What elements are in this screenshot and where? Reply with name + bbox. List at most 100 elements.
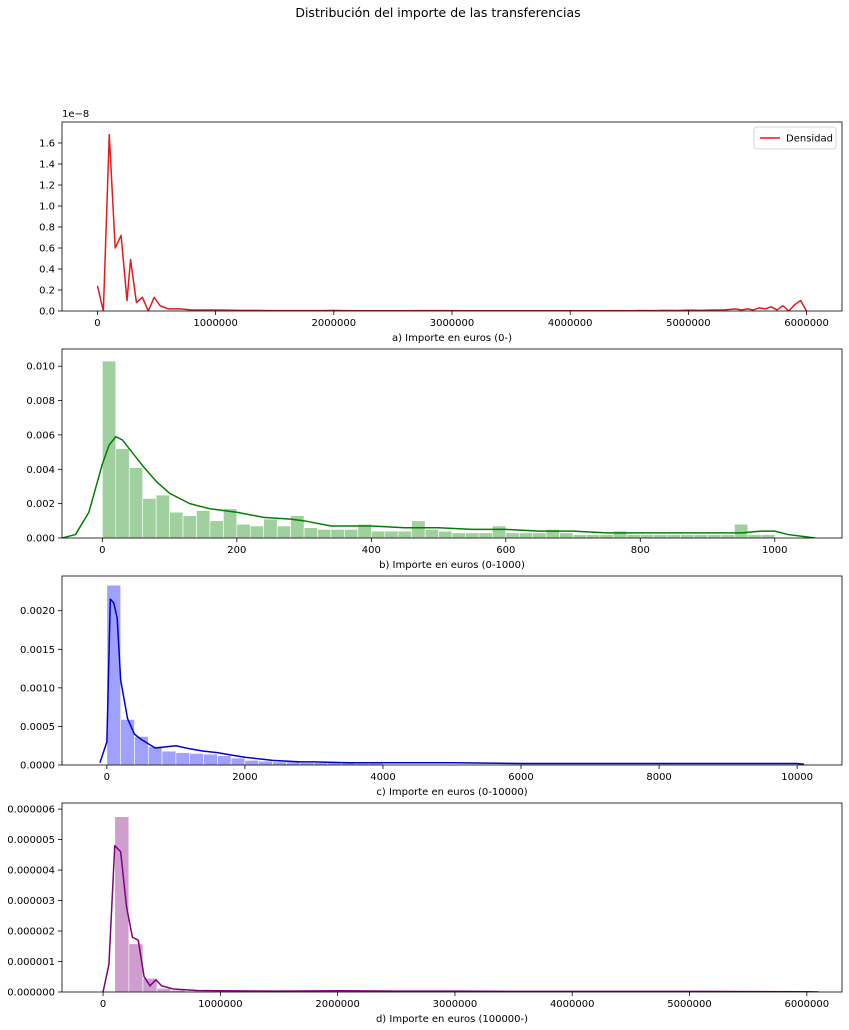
figure-title: Distribución del importe de las transfer… — [295, 5, 580, 20]
x-tick-label: 6000000 — [784, 318, 829, 329]
y-tick-label: 0.000001 — [7, 957, 55, 968]
x-tick-label: 200 — [227, 545, 246, 556]
x-tick-label: 2000000 — [315, 999, 360, 1010]
histogram-bar — [203, 753, 218, 765]
histogram-bar — [505, 532, 520, 538]
histogram-bar — [102, 360, 117, 538]
plot-area — [96, 133, 808, 311]
histogram-bar — [258, 760, 273, 765]
x-tick-label: 1000000 — [193, 318, 238, 329]
x-tick-label: 6000000 — [785, 999, 830, 1010]
histogram-bar — [747, 534, 762, 538]
y-tick-label: 0.0020 — [20, 606, 55, 617]
histogram-bar — [175, 752, 190, 765]
axes-frame — [61, 121, 843, 312]
histogram-bar — [217, 755, 232, 765]
histogram-bar — [384, 530, 399, 538]
histogram-bar — [397, 530, 412, 538]
x-tick-label: 5000000 — [667, 999, 712, 1010]
histogram-bar — [734, 523, 749, 538]
y-tick-label: 0.000004 — [7, 866, 55, 877]
histogram-bar — [236, 523, 251, 538]
x-tick-label: 0 — [100, 999, 106, 1010]
histogram-bar — [182, 515, 197, 538]
histogram-bar — [115, 448, 130, 538]
x-tick-label: 0 — [104, 772, 110, 783]
histogram-bar — [244, 760, 260, 765]
plot-area — [62, 360, 816, 538]
y-tick-label: 0.000005 — [7, 835, 55, 846]
histogram-bar — [169, 511, 184, 538]
chart-panel-4: 0 1000000 2000000 3000000 4000000 5000000 6000… — [7, 802, 843, 1025]
y-tick-label: 0.000003 — [7, 896, 55, 907]
histogram-bar — [451, 532, 466, 538]
x-axis-label: a) Importe en euros (0-) — [392, 333, 512, 344]
histogram-bar — [155, 494, 170, 538]
y-tick-label: 0.6 — [39, 244, 55, 255]
y-tick-label: 0.0010 — [20, 683, 55, 694]
legend-box — [753, 126, 837, 150]
x-tick-label: 2000000 — [312, 318, 357, 329]
kde-line — [62, 435, 816, 538]
histogram-bar — [411, 520, 426, 538]
legend: Densidad — [753, 126, 837, 150]
histogram-bar — [518, 532, 533, 538]
x-tick-label: 400 — [362, 545, 381, 556]
x-tick-label: 8000 — [646, 772, 671, 783]
y-tick-label: 0.4 — [39, 265, 55, 276]
density-line — [96, 133, 808, 311]
kde-line — [99, 598, 805, 765]
histogram-bar — [371, 530, 386, 538]
y-tick-label: 0.002 — [26, 499, 55, 510]
histogram-bar — [120, 719, 135, 765]
histogram-bar — [230, 757, 246, 765]
histogram-bar — [626, 534, 641, 538]
histogram-bar — [666, 534, 681, 538]
histogram-bar — [128, 467, 143, 538]
legend-entry: Densidad — [786, 134, 833, 145]
histogram-bar — [272, 761, 287, 765]
x-tick-label: 0 — [99, 545, 105, 556]
histogram-bar — [276, 525, 291, 538]
histogram-bar — [559, 532, 574, 538]
y-tick-label: 0.0005 — [20, 722, 55, 733]
histogram-bar — [189, 753, 204, 765]
histogram-bar — [128, 943, 144, 992]
axes-frame — [61, 348, 843, 539]
histogram-bar — [263, 518, 278, 538]
y-tick-label: 1.6 — [39, 139, 55, 150]
x-tick-label: 3000000 — [430, 318, 475, 329]
x-tick-label: 2000 — [232, 772, 257, 783]
x-tick-label: 4000000 — [550, 999, 595, 1010]
histogram-bar — [184, 990, 200, 992]
chart-panel-1: 0 1000000 2000000 3000000 4000000 5000000 6000… — [39, 109, 843, 344]
histogram-bar — [161, 750, 177, 765]
histogram-bar — [368, 763, 384, 765]
histogram-bar — [707, 534, 722, 538]
x-tick-label: 5000000 — [666, 318, 711, 329]
x-tick-label: 800 — [631, 545, 650, 556]
x-tick-label: 4000000 — [548, 318, 593, 329]
y-tick-label: 0.008 — [26, 396, 55, 407]
histogram-bar — [653, 534, 668, 538]
y-tick-label: 1.4 — [39, 160, 55, 171]
histogram-bar — [134, 736, 149, 765]
y-tick-label: 0.0000 — [20, 761, 55, 772]
histogram-bar — [693, 534, 708, 538]
histogram-bar — [478, 532, 493, 538]
histogram-bar — [586, 534, 601, 538]
x-tick-label: 6000 — [508, 772, 533, 783]
histogram-bar — [249, 525, 265, 538]
x-axis-label: c) Importe en euros (0-10000) — [376, 787, 527, 798]
histogram-bar — [344, 529, 359, 538]
y-tick-label: 0.0015 — [20, 645, 55, 656]
histogram-bar — [465, 532, 480, 538]
histogram-bar — [330, 529, 345, 538]
histogram-bar — [599, 534, 614, 538]
y-tick-label: 1.2 — [39, 181, 55, 192]
histogram-bar — [438, 530, 453, 538]
axes-frame — [61, 575, 843, 766]
x-tick-label: 10000 — [781, 772, 813, 783]
y-tick-label: 0.006 — [26, 430, 55, 441]
histogram-bar — [156, 988, 172, 992]
